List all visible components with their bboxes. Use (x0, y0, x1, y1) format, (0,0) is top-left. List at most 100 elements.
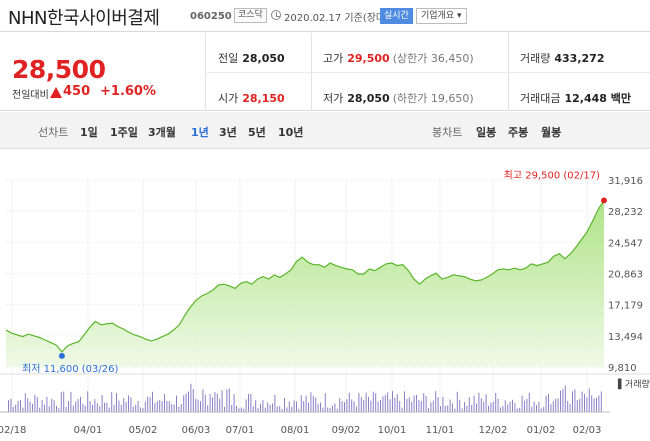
volume-bar (281, 409, 283, 412)
y-tick-label: 20,863 (608, 270, 643, 281)
volume-bar (514, 403, 516, 412)
candle-monthly[interactable]: 월봉 (541, 126, 562, 139)
volume-bar (51, 398, 53, 412)
volume-bar (536, 405, 537, 412)
period-3m[interactable]: 3개월 (148, 126, 176, 139)
volume-bar (464, 402, 465, 412)
volume-bar (180, 404, 182, 412)
volume-bar (572, 391, 573, 412)
volume-bar (75, 401, 77, 412)
volume-bar (384, 394, 386, 412)
volume-bar (380, 400, 381, 412)
volume-bar (190, 383, 192, 412)
volume-bar (351, 399, 353, 412)
volume-bar (176, 395, 177, 412)
volume-bar (58, 408, 60, 412)
volume-bar (207, 405, 209, 412)
volume-bar (459, 399, 461, 412)
price-panel: 28,500 전일대비 450 +1.60% 전일 28,050 고가 29,500… (0, 33, 650, 111)
volume-value: 433,272 (554, 52, 605, 65)
volume-bar (468, 397, 470, 412)
period-5y[interactable]: 5년 (248, 126, 266, 139)
period-1w[interactable]: 1주일 (110, 126, 138, 139)
volume-bar (161, 401, 163, 412)
volume-bar (293, 400, 295, 412)
stock-header: NHN한국사이버결제 060250 코스닥 2020.02.17 기준(장마감)… (0, 0, 650, 32)
volume-bar (125, 401, 127, 412)
volume-bar (212, 397, 213, 412)
volume-bar (178, 406, 180, 412)
volume-bar (245, 399, 247, 412)
volume-bar (80, 396, 81, 412)
corp-info-dropdown[interactable]: 기업개요 ▾ (416, 8, 467, 24)
volume-bar (346, 399, 348, 412)
volume-bar (401, 407, 403, 412)
volume-bar (303, 400, 305, 412)
volume-bar (531, 407, 533, 412)
volume-label: ▌거래량 (617, 378, 650, 390)
volume-bar (406, 399, 408, 412)
volume-bar (310, 392, 312, 412)
volume-bar (284, 397, 285, 412)
market-badge: 코스닥 (234, 8, 267, 23)
volume-bar (552, 401, 554, 412)
volume-bar (341, 401, 343, 412)
volume-bar (336, 408, 338, 412)
period-3y[interactable]: 3년 (219, 126, 237, 139)
volume-bar (540, 408, 542, 412)
volume-bar (159, 400, 161, 412)
volume-bar (111, 392, 113, 412)
company-name[interactable]: NHN한국사이버결제 (8, 8, 160, 29)
x-tick-label: 02/18 (0, 425, 26, 436)
volume-bar (375, 393, 377, 412)
volume-bar (154, 403, 156, 412)
volume-bar (598, 395, 600, 412)
volume-bar (344, 402, 345, 412)
candle-weekly[interactable]: 주봉 (508, 126, 529, 139)
volume-bar (238, 408, 240, 412)
volume-bar (120, 404, 122, 412)
volume-bar (195, 398, 197, 412)
realtime-button[interactable]: 실시간 (380, 8, 413, 24)
volume-bar (87, 391, 89, 412)
volume-bar (543, 406, 545, 412)
trade-value-value: 12,448 백만 (564, 92, 632, 105)
trade-value-label: 거래대금 (520, 92, 561, 105)
period-10y[interactable]: 10년 (278, 126, 304, 139)
stock-code: 060250 (190, 11, 232, 22)
volume-bar (432, 400, 434, 412)
volume-bar (233, 394, 235, 412)
volume-bar (564, 385, 566, 412)
max-annotation: 최고 29,500 (02/17) (504, 169, 600, 181)
volume-bar (576, 400, 578, 412)
volume-bar (476, 403, 477, 412)
x-tick-label: 12/02 (479, 425, 508, 436)
volume-bar (528, 392, 530, 412)
volume-bar (144, 401, 146, 412)
volume-bar (70, 391, 72, 412)
volume-bar (41, 400, 43, 412)
volume-bar (394, 397, 396, 412)
volume-bar (82, 403, 84, 412)
upper-limit: (상한가 36,450) (392, 52, 474, 65)
volume-bar (370, 400, 372, 412)
low-label: 저가 (323, 92, 344, 105)
candle-daily[interactable]: 일봉 (476, 126, 497, 139)
volume-bar (526, 399, 528, 412)
price-chart[interactable]: 31,916 28,232 24,547 20,863 17,179 13,494 9,81… (0, 150, 650, 441)
volume-bar (509, 401, 511, 412)
volume-bar (106, 402, 108, 412)
volume-bar (96, 403, 98, 412)
volume-bar (442, 396, 444, 412)
volume-bar (20, 399, 21, 412)
volume-bar (430, 402, 432, 412)
volume-bar (581, 391, 583, 412)
volume-bar (492, 401, 494, 412)
period-1d[interactable]: 1일 (80, 126, 98, 139)
volume-bar (204, 394, 206, 412)
volume-bar (449, 399, 451, 412)
period-tabs: 선차트 1일 1주일 3개월 1년 3년 5년 10년 봉차트 일봉 주봉 월봉 (0, 112, 650, 149)
x-tick-label: 11/01 (426, 425, 455, 436)
period-1y[interactable]: 1년 (191, 126, 209, 139)
min-annotation: 최저 11,600 (03/26) (22, 363, 118, 375)
